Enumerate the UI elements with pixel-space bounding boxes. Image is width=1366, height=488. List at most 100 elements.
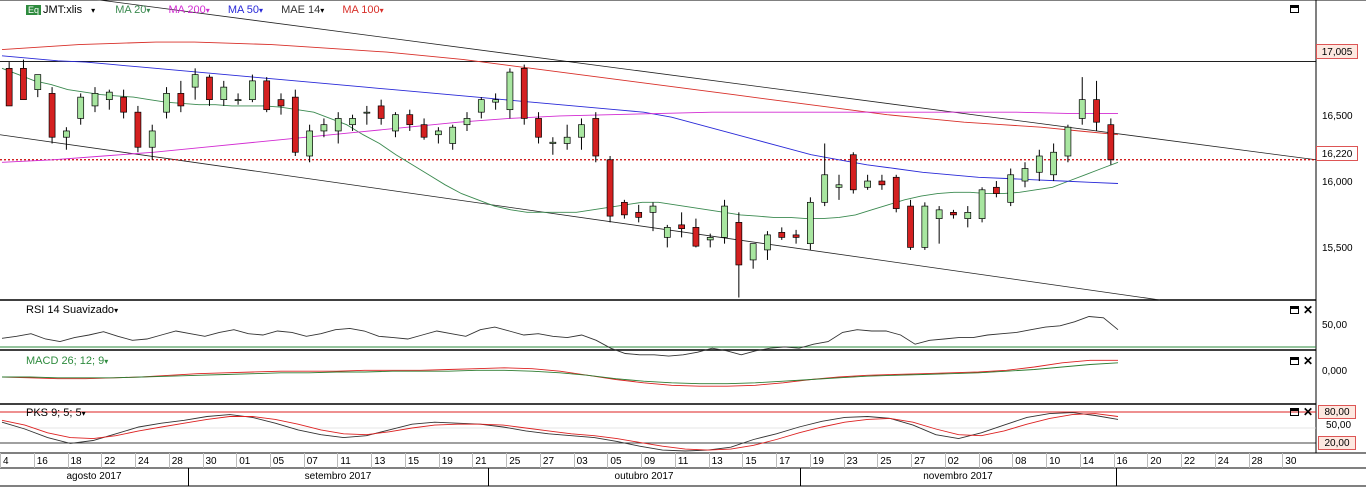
candle	[5, 67, 13, 107]
x-axis-day-label: 15	[407, 456, 420, 467]
x-axis-month-label: novembro 2017	[923, 471, 993, 482]
eq-badge[interactable]: Eq	[26, 5, 42, 15]
candle	[148, 130, 156, 148]
x-axis-day-label: 28	[171, 456, 183, 467]
dropdown-icon[interactable]: ▾	[379, 6, 384, 15]
candle	[291, 96, 299, 153]
ma50-label[interactable]: MA 50	[227, 4, 260, 16]
dropdown-icon[interactable]: ▾	[91, 6, 96, 15]
candle	[606, 159, 614, 217]
x-axis-tick	[303, 453, 305, 468]
candle	[492, 99, 499, 103]
pks-title[interactable]: PKS 9; 5; 5	[26, 407, 82, 419]
candle	[249, 80, 256, 101]
candle	[191, 74, 199, 88]
pks-legend[interactable]: PKS 9; 5; 5▾	[26, 407, 95, 419]
ma50-line	[1, 55, 1119, 184]
maximize-icon[interactable]	[1290, 408, 1299, 416]
close-icon[interactable]: ✕	[1303, 354, 1314, 368]
x-axis-tick	[809, 453, 811, 468]
ma100-label[interactable]: MA 100	[342, 4, 380, 16]
x-axis-month-separator	[1116, 468, 1117, 486]
maximize-icon[interactable]	[1290, 357, 1299, 365]
pks-mid-tick: 50,00	[1326, 420, 1352, 431]
macd-signal-line	[2, 362, 1119, 385]
candle	[563, 136, 571, 144]
x-axis-tick	[539, 453, 541, 468]
ma200-label[interactable]: MA 200	[168, 4, 206, 16]
candle	[77, 96, 85, 119]
candle	[1021, 168, 1029, 182]
candle	[993, 186, 1000, 194]
macd-legend[interactable]: MACD 26; 12; 9▾	[26, 355, 117, 367]
candle	[578, 124, 585, 138]
candle	[520, 67, 528, 119]
close-icon[interactable]: ✕	[1303, 303, 1314, 317]
close-icon[interactable]: ✕	[1303, 405, 1314, 419]
candle	[792, 234, 800, 238]
rsi-legend[interactable]: RSI 14 Suavizado▾	[26, 304, 127, 316]
macd-title[interactable]: MACD 26; 12; 9	[26, 355, 105, 367]
macd-line	[1, 359, 1118, 387]
pks-d-line	[1, 413, 1119, 451]
pks-lower-label: 20,00	[1318, 436, 1356, 450]
x-axis-day-label: 05	[610, 456, 622, 467]
price-tick: 15,500	[1322, 243, 1353, 254]
candle	[377, 105, 385, 119]
candle	[878, 180, 886, 186]
candle	[549, 141, 557, 144]
mae14-label[interactable]: MAE 14	[281, 4, 321, 16]
rsi-line	[1, 316, 1119, 357]
candle	[663, 227, 671, 238]
x-axis-day-label: 03	[576, 456, 588, 467]
x-axis-day-label: 02	[947, 456, 959, 467]
x-axis-month-separator	[488, 468, 489, 486]
x-axis-day-label: 13	[711, 456, 723, 467]
x-axis-day-label: 18	[70, 456, 82, 467]
dropdown-icon[interactable]: ▾	[114, 306, 119, 315]
rsi-title[interactable]: RSI 14 Suavizado	[26, 304, 115, 316]
dropdown-icon[interactable]: ▾	[104, 357, 109, 366]
dropdown-icon[interactable]: ▾	[320, 6, 325, 15]
candle	[506, 71, 514, 111]
x-axis-tick	[1248, 453, 1250, 468]
candle	[1050, 151, 1057, 176]
x-axis-tick	[506, 453, 508, 468]
candle	[1093, 99, 1100, 123]
ma20-label[interactable]: MA 20	[115, 4, 147, 16]
x-axis-tick	[1282, 453, 1284, 468]
candle	[864, 180, 871, 188]
dropdown-icon[interactable]: ▾	[205, 6, 210, 15]
candle	[535, 118, 542, 138]
x-axis-tick	[978, 453, 980, 468]
ma20-line	[1, 67, 1119, 220]
candle	[735, 222, 743, 266]
x-axis-tick	[371, 453, 373, 468]
candle	[821, 174, 829, 203]
maximize-icon[interactable]	[1290, 306, 1299, 314]
candle	[778, 232, 786, 238]
x-axis-month-separator	[188, 468, 189, 486]
x-axis-tick	[843, 453, 845, 468]
candle	[477, 99, 485, 113]
candle	[20, 67, 27, 101]
x-axis-tick	[33, 453, 35, 468]
symbol-label[interactable]: JMT:xlis	[43, 4, 83, 16]
dropdown-icon[interactable]: ▾	[146, 6, 151, 15]
candle	[91, 93, 99, 107]
x-axis-tick	[944, 453, 946, 468]
candle	[105, 91, 113, 101]
x-axis-day-label: 16	[1116, 456, 1128, 467]
x-axis-day-label: 17	[779, 456, 791, 467]
dropdown-icon[interactable]: ▾	[81, 409, 86, 418]
candle	[163, 93, 170, 113]
maximize-icon[interactable]	[1290, 5, 1299, 13]
dropdown-icon[interactable]: ▾	[259, 6, 264, 15]
x-axis-tick	[573, 453, 575, 468]
x-axis-tick	[101, 453, 103, 468]
x-axis-tick	[404, 453, 406, 468]
resistance-price-label: 17,005	[1316, 44, 1358, 59]
pks-upper-label: 80,00	[1318, 405, 1356, 419]
candle	[1064, 126, 1072, 157]
